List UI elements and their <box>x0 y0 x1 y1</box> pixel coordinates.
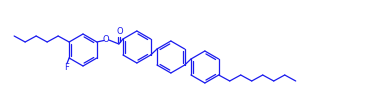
Text: F: F <box>64 64 68 73</box>
Text: O: O <box>103 35 109 44</box>
Text: O: O <box>116 28 123 37</box>
